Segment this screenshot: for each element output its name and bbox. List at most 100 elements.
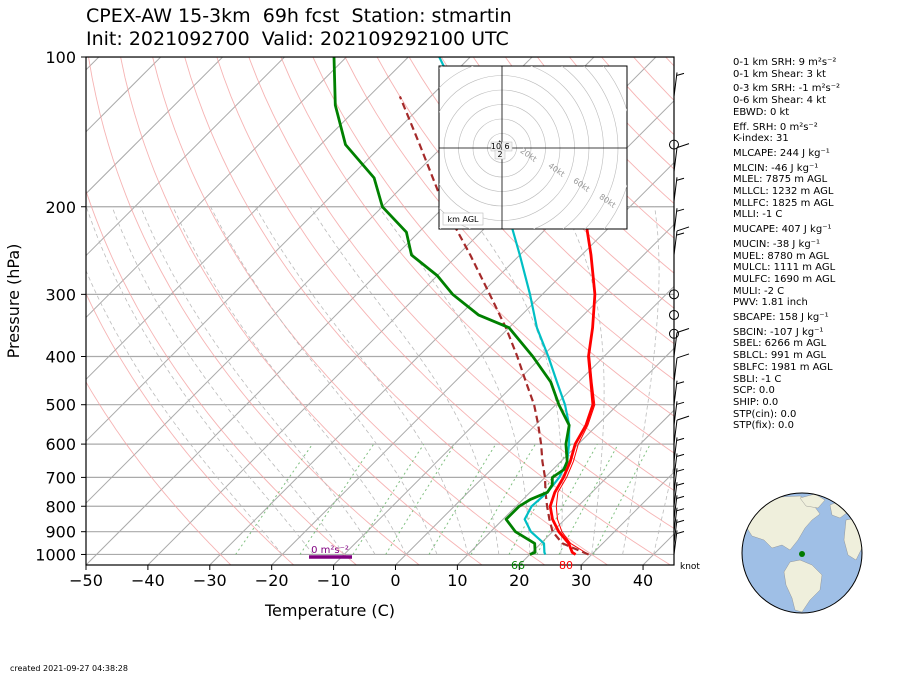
dry-adiabat-line — [86, 189, 357, 565]
index-sbcin: SBCIN: -107 J kg⁻¹ — [733, 326, 824, 338]
index-mlli: MLLI: -1 C — [733, 209, 783, 221]
hodograph-frame — [438, 65, 628, 230]
wind-barb — [673, 482, 685, 507]
moist-adiabat-line — [86, 269, 283, 555]
isotherm-line — [86, 57, 347, 319]
index-mlel: MLEL: 7875 m AGL — [733, 174, 828, 186]
index-stp_fix: STP(fix): 0.0 — [733, 420, 794, 432]
y-tick-label: 900 — [45, 523, 76, 542]
wind-barb — [673, 453, 685, 478]
index-eff_srh: Eff. SRH: 0 m²s⁻² — [733, 121, 818, 133]
wind-barb — [673, 468, 685, 493]
wind-barb — [673, 530, 685, 555]
isotherm-line — [580, 471, 674, 565]
moist-adiabat-line — [140, 206, 376, 555]
dry-adiabat-line — [344, 57, 674, 417]
temperature-profile-line — [548, 206, 597, 556]
moist-adiabat-line — [463, 206, 563, 555]
wind-barb — [673, 507, 685, 532]
isotherm-line — [86, 57, 471, 442]
moist-adiabat-line — [653, 462, 674, 555]
surface-temperature-label: 80 — [559, 559, 573, 572]
y-tick-label: 500 — [45, 396, 76, 415]
dry-adiabat-line — [248, 57, 674, 530]
x-tick-label: −50 — [69, 571, 103, 590]
isotherm-line — [395, 285, 674, 565]
mixing-ratio-line — [470, 443, 536, 555]
dry-adiabat-line — [216, 57, 671, 565]
annotations: 80 66 0 m²s⁻² — [309, 545, 573, 572]
moist-adiabat-line — [622, 206, 660, 555]
wetbulb-profile-line — [438, 57, 571, 555]
dry-adiabat-line — [184, 57, 608, 565]
mixing-ratio-line — [385, 443, 456, 555]
moist-adiabat-line — [255, 206, 469, 555]
index-sbcape: SBCAPE: 158 J kg⁻¹ — [733, 312, 829, 324]
index-sfc3_srh: 0-3 km SRH: -1 m²s⁻² — [733, 83, 840, 95]
moist-adiabat-line — [562, 206, 605, 555]
calm-wind-marker — [669, 139, 679, 150]
dry-adiabat-line — [440, 57, 674, 309]
x-tick-label: −20 — [255, 571, 289, 590]
index-ship: SHIP: 0.0 — [733, 396, 779, 408]
index-mlcin: MLCIN: -46 J kg⁻¹ — [733, 162, 819, 174]
dry-adiabat-line — [408, 57, 674, 345]
dry-adiabat-line — [152, 57, 545, 565]
y-tick-label: 600 — [45, 435, 76, 454]
wind-barb — [673, 519, 685, 544]
globe-locator-map — [741, 492, 863, 614]
isotherm-line — [518, 409, 674, 565]
index-sfc6_shear: 0-6 km Shear: 4 kt — [733, 95, 826, 107]
index-sblfc: SBLFC: 1981 m AGL — [733, 361, 833, 373]
sounding-profiles — [332, 57, 597, 556]
wind-barb — [673, 72, 685, 97]
created-timestamp: created 2021-09-27 04:38:28 — [10, 664, 128, 673]
hodograph-height-label: 2 — [497, 150, 502, 159]
indices-panel: 0-1 km SRH: 9 m²s⁻² 0-1 km Shear: 3 kt 0-3… — [733, 57, 840, 432]
dry-adiabat-line — [120, 57, 483, 565]
index-mllcl: MLLCL: 1232 m AGL — [733, 186, 834, 198]
chart-title: CPEX-AW 15-3km 69h fcst Station: stmarti… — [86, 5, 512, 27]
wind-barb — [673, 415, 690, 445]
dewpoint-profile-line — [332, 57, 571, 556]
index-mucape: MUCAPE: 407 J kg⁻¹ — [733, 224, 832, 236]
calm-wind-marker — [669, 328, 679, 339]
mixing-ratio-line — [235, 443, 314, 555]
isotherm-line — [209, 100, 674, 565]
x-tick-label: −10 — [317, 571, 351, 590]
wind-barb — [673, 226, 690, 256]
axes: −50 −40 −30 −20 −10 0 10 20 30 40 100 200 300 400 500 6… — [4, 48, 653, 620]
wind-barb — [673, 495, 685, 520]
y-tick-label: 400 — [45, 348, 76, 367]
index-scp: SCP: 0.0 — [733, 385, 775, 397]
wind-barb — [673, 353, 690, 383]
plot-frame — [85, 56, 675, 566]
wind-barb — [673, 208, 685, 233]
mixing-ratio-line — [536, 443, 598, 555]
moist-adiabat-line — [111, 206, 345, 555]
x-tick-label: 40 — [633, 571, 653, 590]
wind-barb — [673, 143, 690, 172]
hodograph-height-label: 10 — [491, 142, 501, 151]
dry-adiabat-line — [88, 57, 420, 565]
mixing-ratio-line — [299, 443, 375, 555]
moist-adiabat-line — [86, 206, 314, 555]
index-mulfc: MULFC: 1690 m AGL — [733, 273, 836, 285]
y-tick-label: 200 — [45, 198, 76, 217]
moist-adiabat-line — [309, 206, 500, 555]
srh-label: 0 m²s⁻² — [311, 545, 349, 556]
index-sblcl: SBLCL: 991 m AGL — [733, 350, 827, 362]
isotherm-line — [86, 57, 223, 195]
wind-barb — [673, 177, 685, 202]
wind-barbs: knot — [669, 72, 700, 572]
index-muel: MUEL: 8780 m AGL — [733, 250, 829, 262]
y-tick-label: 100 — [45, 48, 76, 67]
isotherm-line — [271, 161, 674, 565]
y-tick-label: 300 — [45, 285, 76, 304]
index-pwv: PWV: 1.81 inch — [733, 297, 808, 309]
index-sfc1_shear: 0-1 km Shear: 3 kt — [733, 68, 826, 80]
index-mucin: MUCIN: -38 J kg⁻¹ — [733, 238, 820, 250]
wind-barb — [673, 380, 685, 405]
y-axis-label: Pressure (hPa) — [4, 244, 23, 359]
